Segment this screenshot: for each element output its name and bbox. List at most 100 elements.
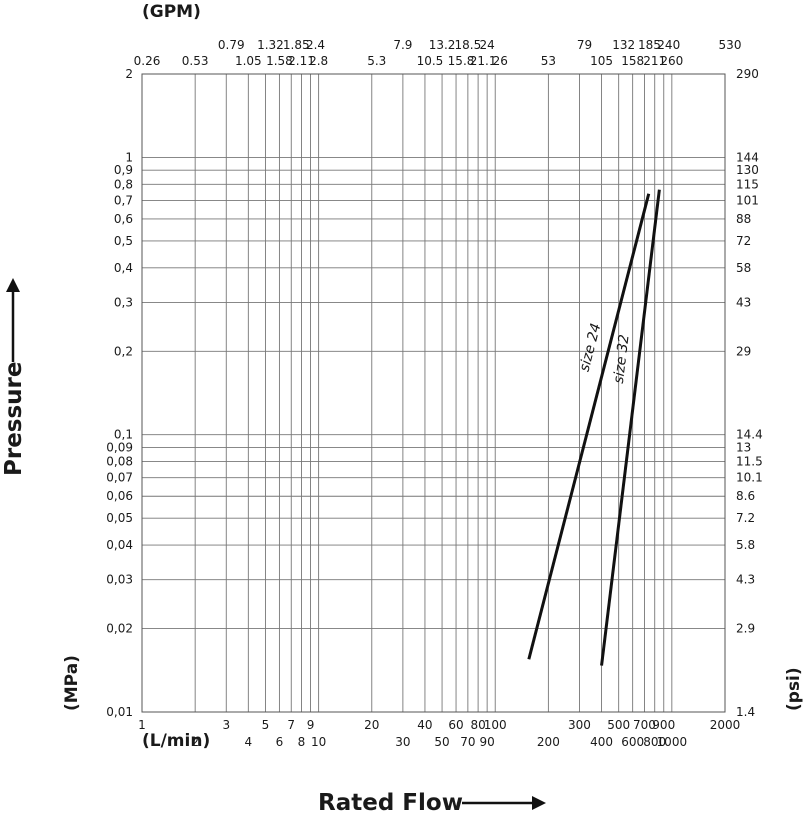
x-tick-label-gpm: 79 bbox=[577, 38, 592, 52]
x-tick-label-gpm: 1.05 bbox=[235, 54, 262, 68]
x-tick-label-lmin: 900 bbox=[652, 718, 675, 732]
y-tick-label-psi: 130 bbox=[736, 163, 759, 177]
y-tick-label-psi: 88 bbox=[736, 212, 751, 226]
y-tick-label-mpa: 0,9 bbox=[114, 163, 133, 177]
y-tick-label-mpa: 0,08 bbox=[106, 455, 133, 469]
x-tick-label-lmin: 2000 bbox=[710, 718, 741, 732]
y-tick-label-psi: 11.5 bbox=[736, 455, 763, 469]
series-label-size-24: size 24 bbox=[577, 322, 605, 374]
x-unit-bottom: (L/min) bbox=[142, 731, 210, 751]
y-tick-label-mpa: 0,8 bbox=[114, 177, 133, 191]
x-tick-label-lmin: 300 bbox=[568, 718, 591, 732]
y-tick-label-mpa: 0,06 bbox=[106, 489, 133, 503]
y-tick-label-psi: 115 bbox=[736, 177, 759, 191]
x-tick-label-lmin: 1 bbox=[138, 718, 146, 732]
y-tick-label-psi: 1.4 bbox=[736, 705, 755, 719]
y-unit-right: (psi) bbox=[784, 667, 803, 711]
y-tick-label-mpa: 0,1 bbox=[114, 428, 133, 442]
x-tick-label-gpm: 0.79 bbox=[218, 38, 245, 52]
x-tick-label-gpm: 0.53 bbox=[182, 54, 209, 68]
x-tick-label-lmin: 8 bbox=[298, 735, 306, 749]
x-tick-label-gpm: 1.58 bbox=[266, 54, 293, 68]
x-tick-label-gpm: 2.8 bbox=[309, 54, 328, 68]
x-tick-label-gpm: 10.5 bbox=[417, 54, 444, 68]
y-tick-label-mpa: 0,3 bbox=[114, 295, 133, 309]
x-axis-title: Rated Flow bbox=[318, 790, 463, 814]
y-tick-label-psi: 43 bbox=[736, 295, 751, 309]
x-tick-label-lmin: 80 bbox=[470, 718, 485, 732]
x-tick-label-gpm: 13.2 bbox=[429, 38, 456, 52]
x-tick-label-gpm: 53 bbox=[541, 54, 556, 68]
x-tick-label-gpm: 2.11 bbox=[288, 54, 315, 68]
y-tick-label-mpa: 0,01 bbox=[106, 705, 133, 719]
x-tick-label-lmin: 500 bbox=[607, 718, 630, 732]
y-tick-label-mpa: 2 bbox=[125, 67, 133, 81]
y-tick-label-mpa: 0,02 bbox=[106, 622, 133, 636]
y-tick-label-mpa: 0,03 bbox=[106, 573, 133, 587]
y-tick-label-psi: 2.9 bbox=[736, 622, 755, 636]
x-tick-label-gpm: 185 bbox=[638, 38, 661, 52]
series-line-size-32 bbox=[600, 189, 661, 666]
x-tick-label-lmin: 100 bbox=[484, 718, 507, 732]
tick-labels: 10.2620.5330.7941.0551.3261.5871.8582.11… bbox=[106, 38, 762, 749]
x-tick-label-gpm: 530 bbox=[719, 38, 742, 52]
x-tick-label-gpm: 1.32 bbox=[257, 38, 284, 52]
x-tick-label-lmin: 20 bbox=[364, 718, 379, 732]
series-label-size-32: size 32 bbox=[611, 333, 633, 384]
x-tick-label-lmin: 3 bbox=[222, 718, 230, 732]
x-tick-label-lmin: 10 bbox=[311, 735, 326, 749]
x-tick-label-gpm: 2.4 bbox=[306, 38, 325, 52]
x-tick-label-lmin: 200 bbox=[537, 735, 560, 749]
y-tick-label-psi: 101 bbox=[736, 193, 759, 207]
y-tick-label-psi: 5.8 bbox=[736, 538, 755, 552]
x-tick-label-gpm: 260 bbox=[660, 54, 683, 68]
x-tick-label-lmin: 30 bbox=[395, 735, 410, 749]
x-tick-label-lmin: 90 bbox=[480, 735, 495, 749]
y-tick-label-mpa: 0,5 bbox=[114, 234, 133, 248]
y-tick-label-psi: 10.1 bbox=[736, 471, 763, 485]
y-tick-label-mpa: 0,04 bbox=[106, 538, 133, 552]
x-tick-label-lmin: 50 bbox=[434, 735, 449, 749]
x-tick-label-lmin: 800 bbox=[643, 735, 666, 749]
series-line-size-24 bbox=[527, 193, 651, 660]
y-tick-label-mpa: 0,2 bbox=[114, 344, 133, 358]
x-tick-label-lmin: 70 bbox=[460, 735, 475, 749]
x-tick-label-gpm: 158 bbox=[621, 54, 644, 68]
x-tick-label-gpm: 21.1 bbox=[470, 54, 497, 68]
y-tick-label-mpa: 0,07 bbox=[106, 471, 133, 485]
y-tick-label-mpa: 0,05 bbox=[106, 511, 133, 525]
y-tick-label-psi: 14.4 bbox=[736, 428, 763, 442]
x-tick-label-gpm: 24 bbox=[480, 38, 495, 52]
x-tick-label-gpm: 211 bbox=[643, 54, 666, 68]
series-layer: size 24 size 32 bbox=[527, 189, 661, 666]
y-tick-label-mpa: 0,4 bbox=[114, 261, 133, 275]
x-tick-label-gpm: 15.8 bbox=[448, 54, 475, 68]
y-tick-label-mpa: 1 bbox=[125, 150, 133, 164]
plot-border bbox=[141, 73, 726, 713]
y-axis-arrow bbox=[6, 278, 20, 362]
y-tick-label-mpa: 0,09 bbox=[106, 440, 133, 454]
x-tick-label-gpm: 18.5 bbox=[455, 38, 482, 52]
y-tick-label-mpa: 0,7 bbox=[114, 193, 133, 207]
y-tick-label-psi: 58 bbox=[736, 261, 751, 275]
y-tick-label-psi: 72 bbox=[736, 234, 751, 248]
x-tick-label-lmin: 9 bbox=[307, 718, 315, 732]
y-unit-left: (MPa) bbox=[62, 655, 82, 711]
y-tick-label-psi: 7.2 bbox=[736, 511, 755, 525]
y-axis-title: Pressure bbox=[1, 362, 27, 477]
x-unit-top: (GPM) bbox=[142, 2, 201, 22]
y-tick-label-psi: 13 bbox=[736, 440, 751, 454]
x-tick-label-gpm: 132 bbox=[612, 38, 635, 52]
x-tick-label-gpm: 5.3 bbox=[367, 54, 386, 68]
x-tick-label-lmin: 400 bbox=[590, 735, 613, 749]
y-tick-label-psi: 8.6 bbox=[736, 489, 755, 503]
x-tick-label-lmin: 600 bbox=[621, 735, 644, 749]
x-tick-label-lmin: 40 bbox=[417, 718, 432, 732]
chart-grid bbox=[142, 74, 725, 712]
x-tick-label-lmin: 5 bbox=[262, 718, 270, 732]
x-tick-label-lmin: 1000 bbox=[657, 735, 688, 749]
x-tick-label-lmin: 6 bbox=[276, 735, 284, 749]
x-tick-label-gpm: 0.26 bbox=[134, 54, 161, 68]
x-tick-label-gpm: 26 bbox=[493, 54, 508, 68]
